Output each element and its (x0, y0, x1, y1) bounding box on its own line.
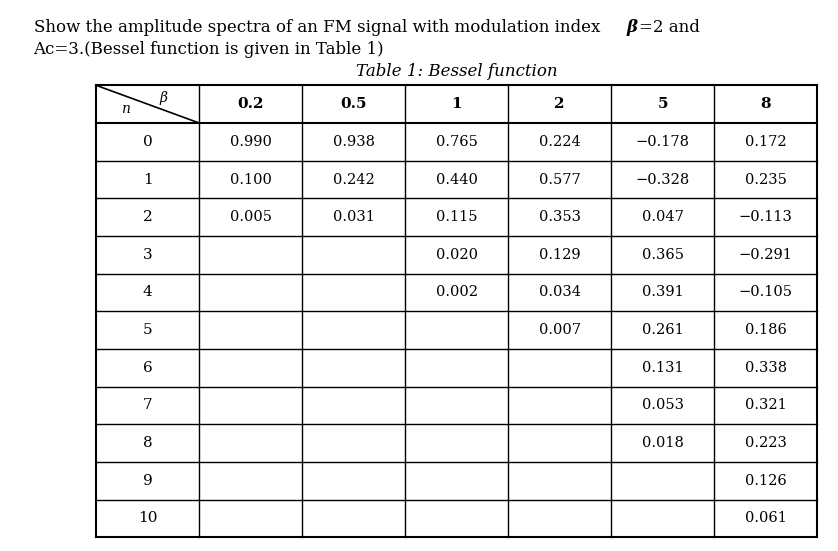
Text: 6: 6 (143, 361, 153, 375)
Text: 4: 4 (143, 285, 153, 300)
Text: 7: 7 (143, 398, 153, 413)
Text: n: n (121, 102, 130, 116)
Text: 0.391: 0.391 (642, 285, 684, 300)
Text: 0.031: 0.031 (333, 210, 375, 224)
Text: 0.765: 0.765 (436, 135, 478, 149)
Text: 0.018: 0.018 (642, 436, 684, 450)
Text: 0.020: 0.020 (436, 248, 478, 262)
Text: 0.2: 0.2 (237, 97, 264, 111)
Text: 0.129: 0.129 (539, 248, 581, 262)
Text: 0.007: 0.007 (539, 323, 581, 337)
Text: 0.365: 0.365 (642, 248, 684, 262)
Text: 0.002: 0.002 (436, 285, 478, 300)
Text: β: β (627, 19, 638, 36)
Text: 8: 8 (143, 436, 153, 450)
Text: 0.5: 0.5 (340, 97, 367, 111)
Text: 0.053: 0.053 (642, 398, 684, 413)
Text: 0.186: 0.186 (745, 323, 787, 337)
Text: 0: 0 (143, 135, 153, 149)
Text: −0.178: −0.178 (635, 135, 690, 149)
Text: 0.577: 0.577 (539, 172, 581, 187)
Text: 0.235: 0.235 (745, 172, 787, 187)
Text: Table 1: Bessel function: Table 1: Bessel function (356, 63, 557, 80)
Text: Show the amplitude spectra of an FM signal with modulation index: Show the amplitude spectra of an FM sign… (34, 19, 605, 36)
Text: −0.105: −0.105 (738, 285, 793, 300)
Text: 2: 2 (143, 210, 153, 224)
Text: 1: 1 (143, 172, 153, 187)
Text: 0.172: 0.172 (745, 135, 786, 149)
Text: 8: 8 (760, 97, 771, 111)
Text: 0.321: 0.321 (745, 398, 786, 413)
Text: 3: 3 (143, 248, 153, 262)
Text: Ac=3.(Bessel function is given in Table 1): Ac=3.(Bessel function is given in Table … (34, 41, 384, 58)
Text: =2 and: =2 and (639, 19, 701, 36)
Text: 5: 5 (657, 97, 668, 111)
Text: 0.440: 0.440 (436, 172, 478, 187)
Text: 0.261: 0.261 (642, 323, 684, 337)
Text: 0.990: 0.990 (230, 135, 272, 149)
Text: 2: 2 (555, 97, 565, 111)
Text: 9: 9 (143, 474, 153, 488)
Text: 5: 5 (143, 323, 153, 337)
Text: 0.224: 0.224 (539, 135, 581, 149)
Text: 0.131: 0.131 (642, 361, 684, 375)
Text: 0.353: 0.353 (539, 210, 581, 224)
Text: 1: 1 (452, 97, 462, 111)
Text: 0.061: 0.061 (745, 511, 787, 526)
Text: 0.100: 0.100 (230, 172, 272, 187)
Text: 0.242: 0.242 (333, 172, 375, 187)
Text: −0.328: −0.328 (635, 172, 690, 187)
Text: 0.223: 0.223 (745, 436, 787, 450)
Text: 0.126: 0.126 (745, 474, 786, 488)
Text: −0.291: −0.291 (738, 248, 793, 262)
Text: β: β (159, 91, 168, 105)
Text: 0.338: 0.338 (744, 361, 787, 375)
Text: 0.047: 0.047 (642, 210, 684, 224)
Text: 10: 10 (138, 511, 158, 526)
Text: −0.113: −0.113 (738, 210, 793, 224)
Text: 0.034: 0.034 (539, 285, 581, 300)
Text: 0.005: 0.005 (230, 210, 272, 224)
Text: 0.938: 0.938 (333, 135, 375, 149)
Text: 0.115: 0.115 (436, 210, 478, 224)
